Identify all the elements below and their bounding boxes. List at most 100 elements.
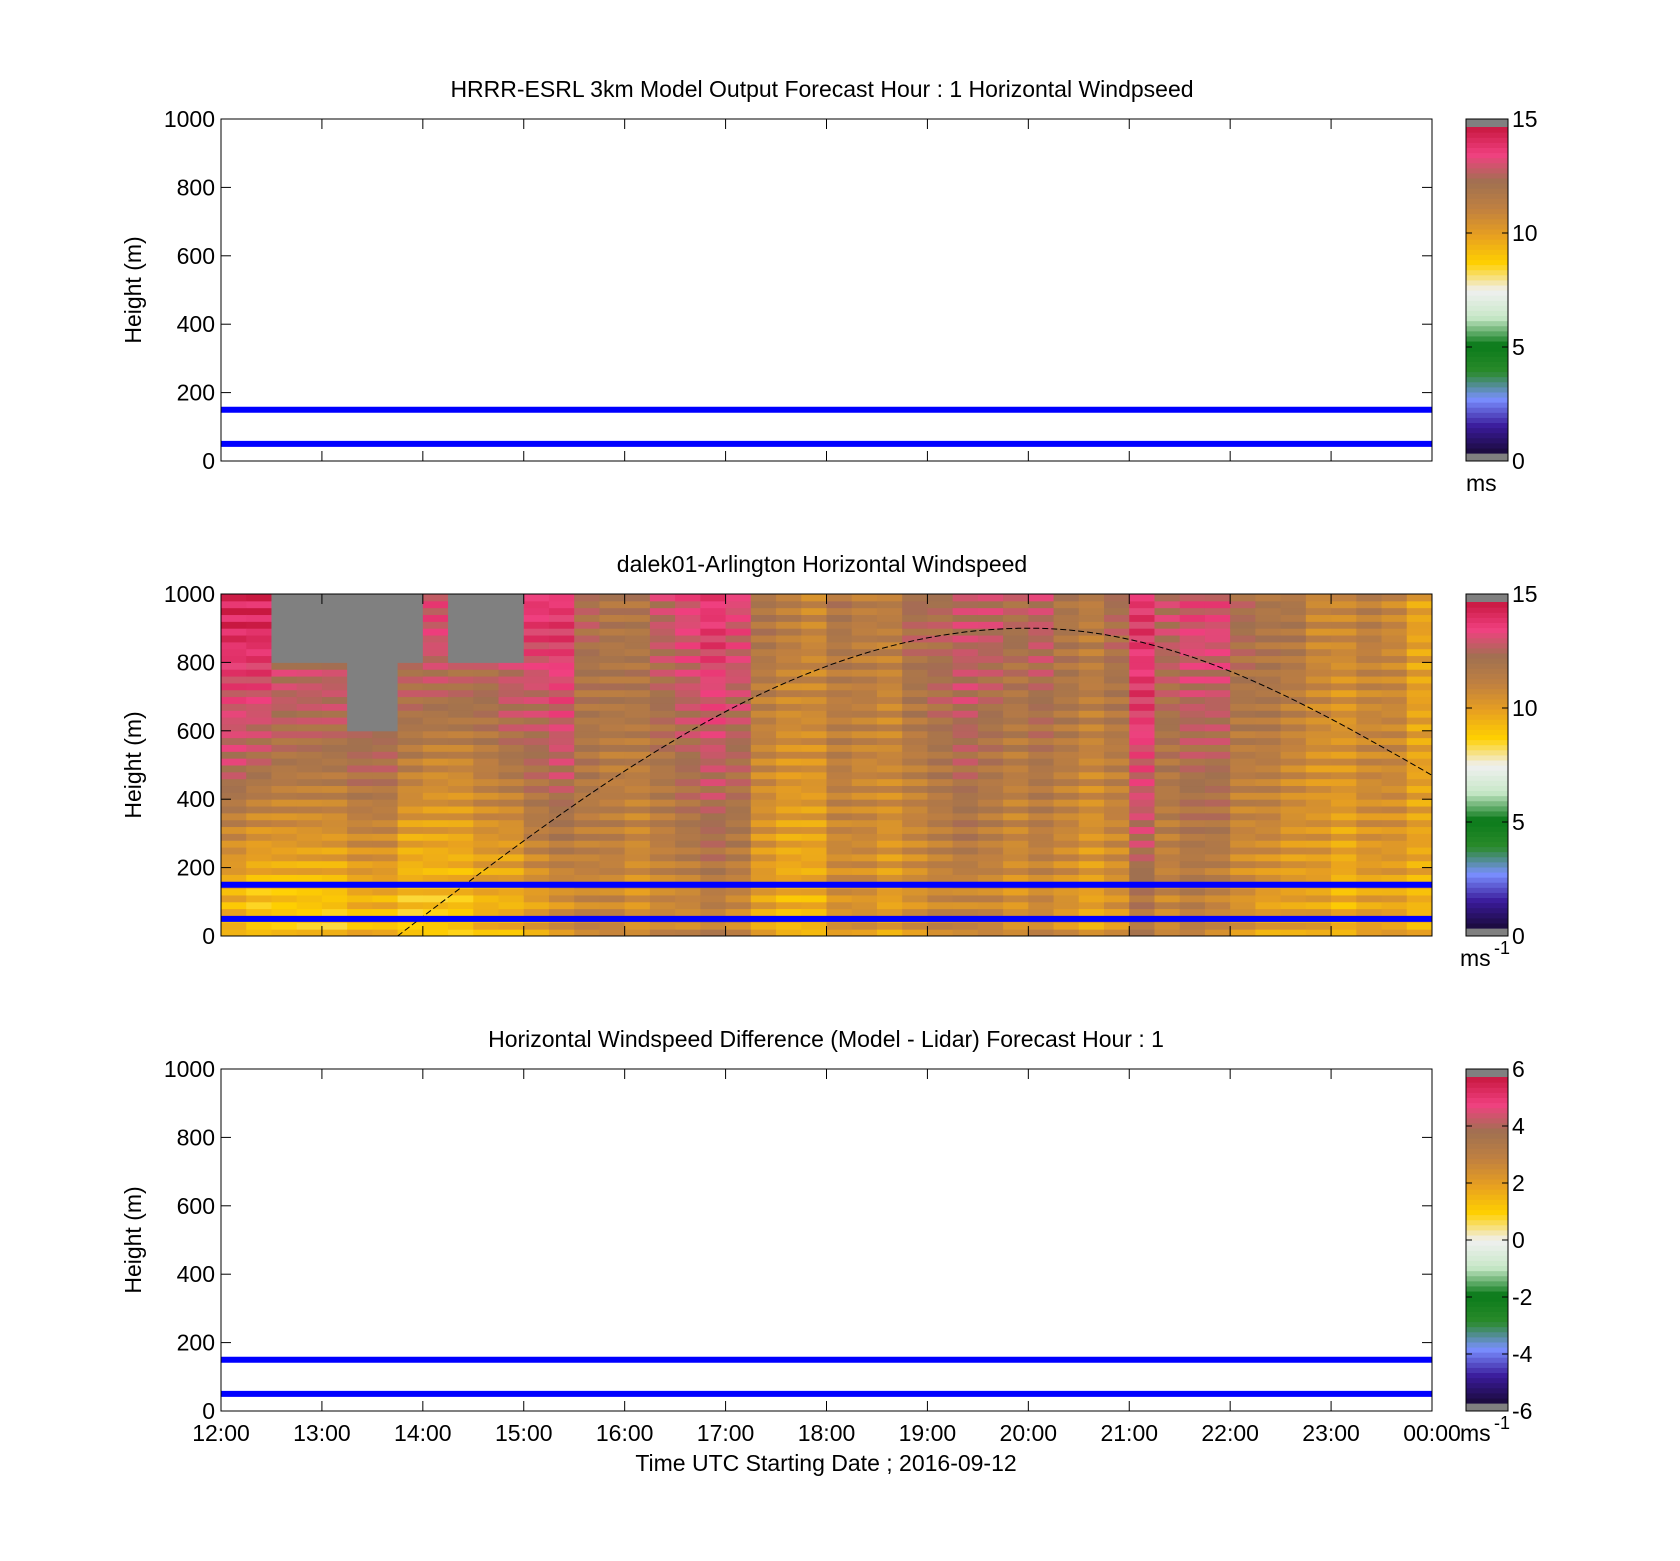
panel-lidar-heatmap-cell [1204, 860, 1231, 869]
panel-lidar-heatmap-cell [1280, 826, 1307, 834]
panel-lidar-heatmap-cell [271, 785, 298, 793]
panel-difference-colorbar-segment [1466, 1168, 1508, 1175]
panel-model-colorbar-segment [1466, 391, 1508, 398]
panel-lidar-heatmap-cell [1331, 600, 1357, 609]
panel-lidar-heatmap-cell [221, 888, 247, 896]
panel-lidar-dashed-curve [397, 627, 1433, 937]
panel-lidar-heatmap-cell [1003, 703, 1029, 711]
panel-difference-colorbar-unit: ms [1460, 1420, 1491, 1446]
panel-lidar-heatmap-cell [574, 648, 600, 657]
panel-lidar-heatmap-cell [1255, 894, 1282, 903]
panel-lidar-heatmap-cell [1078, 717, 1105, 725]
panel-lidar-heatmap-cell [473, 744, 500, 752]
panel-lidar-heatmap-cell [1053, 723, 1080, 732]
panel-lidar-heatmap-cell [548, 689, 575, 698]
panel-lidar-heatmap-cell [700, 648, 727, 657]
panel-lidar-heatmap-cell [1204, 682, 1231, 691]
panel-model-colorbar-segment [1466, 177, 1508, 184]
panel-lidar-heatmap-cell [1179, 737, 1206, 745]
panel-lidar-heatmap-cell [246, 894, 272, 903]
panel-lidar-colorbar-unit-exponent: -1 [1494, 938, 1510, 958]
panel-lidar-heatmap-cell [1003, 614, 1029, 622]
panel-lidar-heatmap-cell [776, 894, 802, 903]
panel-lidar-heatmap-cell [1003, 594, 1029, 602]
panel-lidar-heatmap-cell [1280, 676, 1307, 684]
panel-lidar-heatmap-cell [574, 723, 600, 732]
panel-lidar-heatmap-cell [1331, 682, 1357, 691]
panel-lidar-heatmap-cell [624, 600, 651, 609]
panel-lidar-heatmap-cell [1331, 737, 1357, 745]
panel-lidar-heatmap-cell [347, 600, 373, 609]
panel-lidar-heatmap-cell [776, 744, 802, 752]
panel-lidar-heatmap-cell [296, 682, 323, 691]
panel-lidar-heatmap-cell [826, 806, 853, 814]
panel-lidar-heatmap-cell [271, 751, 298, 759]
panel-lidar-heatmap-cell [675, 648, 701, 657]
panel-lidar-heatmap-cell [1028, 723, 1055, 732]
panel-lidar-heatmap-cell [1406, 682, 1433, 691]
panel-lidar-heatmap-cell [296, 833, 323, 841]
panel-lidar-heatmap-cell [599, 785, 626, 793]
panel-lidar-heatmap-cell [1280, 874, 1307, 882]
panel-lidar-heatmap-cell [700, 614, 727, 622]
panel-lidar-heatmap-cell [347, 737, 373, 745]
panel-lidar-heatmap-cell [725, 901, 752, 910]
panel-lidar-heatmap-cell [902, 778, 928, 787]
panel-lidar-heatmap-cell [321, 867, 348, 875]
panel-lidar-heatmap-cell [1154, 894, 1181, 903]
panel-lidar-heatmap-cell [750, 894, 777, 903]
panel-lidar-heatmap-cell [902, 635, 928, 643]
panel-lidar-heatmap-cell [977, 922, 1004, 930]
panel-lidar-heatmap-cell [876, 594, 903, 602]
panel-model-colorbar-segment [1466, 127, 1508, 133]
panel-lidar-heatmap-cell [1179, 662, 1206, 670]
panel-lidar-heatmap-cell [725, 621, 752, 629]
panel-lidar-heatmap-cell [1406, 894, 1433, 903]
panel-lidar-heatmap-cell [422, 676, 449, 684]
panel-lidar-heatmap-cell [725, 908, 752, 916]
panel-lidar-heatmap-cell [498, 655, 525, 663]
panel-lidar-heatmap-cell [1028, 853, 1055, 862]
panel-lidar-heatmap-cell [271, 826, 298, 834]
panel-lidar-heatmap-cell [952, 600, 979, 609]
panel-lidar-heatmap-cell [1129, 922, 1155, 930]
panel-lidar-heatmap-cell [675, 696, 701, 704]
panel-lidar-heatmap-cell [1104, 894, 1130, 903]
panel-lidar-heatmap-cell [1280, 607, 1307, 616]
panel-lidar-heatmap-cell [523, 662, 550, 670]
panel-lidar-heatmap-cell [1406, 689, 1433, 698]
panel-lidar-heatmap-cell [599, 853, 626, 862]
panel-lidar-heatmap-cell [1204, 744, 1231, 752]
panel-lidar-heatmap-cell [296, 696, 323, 704]
panel-lidar-heatmap-cell [1255, 628, 1282, 636]
panel-lidar-heatmap-cell [851, 682, 878, 691]
panel-lidar-heatmap-cell [498, 751, 525, 759]
panel-lidar-heatmap-cell [700, 717, 727, 725]
panel-lidar-heatmap-cell [1053, 641, 1080, 650]
panel-lidar-heatmap-cell [347, 799, 373, 807]
panel-lidar-heatmap-cell [952, 922, 979, 930]
panel-lidar-heatmap-cell [1280, 799, 1307, 807]
panel-lidar-heatmap-cell [347, 628, 373, 636]
panel-lidar-heatmap-cell [296, 758, 323, 766]
panel-lidar-heatmap-cell [1280, 792, 1307, 800]
panel-lidar-colorbar-segment [1466, 708, 1508, 715]
panel-lidar-heatmap-cell [246, 785, 272, 793]
panel-lidar-heatmap-cell [1356, 621, 1383, 629]
panel-lidar-heatmap-cell [750, 703, 777, 711]
panel-lidar-heatmap-cell [296, 635, 323, 643]
panel-lidar-heatmap-cell [1078, 676, 1105, 684]
panel-lidar-heatmap-cell [599, 723, 626, 732]
panel-lidar-heatmap-cell [1003, 717, 1029, 725]
panel-lidar-heatmap-cell [952, 819, 979, 828]
panel-lidar-heatmap-cell [977, 751, 1004, 759]
panel-lidar-heatmap-cell [397, 840, 424, 848]
panel-lidar-heatmap-cell [1003, 648, 1029, 657]
panel-lidar-heatmap-cell [624, 901, 651, 910]
panel-lidar-heatmap-cell [1381, 847, 1408, 855]
panel-lidar-heatmap-cell [221, 669, 247, 677]
panel-lidar-heatmap-cell [1154, 792, 1181, 800]
panel-lidar-heatmap-cell [574, 730, 600, 739]
panel-lidar-heatmap-cell [1129, 799, 1155, 807]
panel-lidar-heatmap-cell [246, 806, 272, 814]
